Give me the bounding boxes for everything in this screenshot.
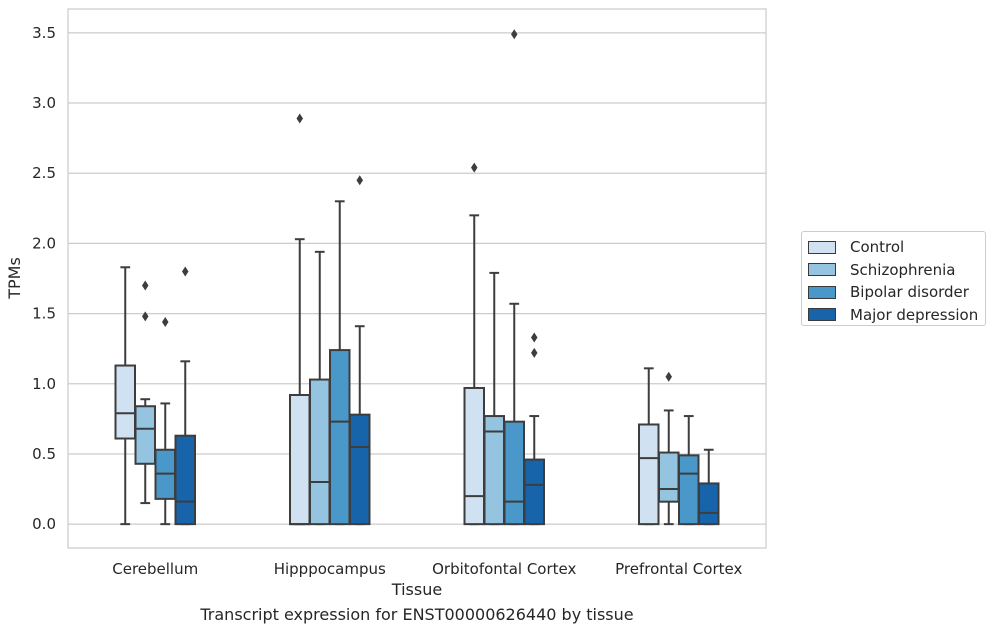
x-tick-labels: Cerebellum Hipppocampus Orbitofontal Corte… <box>112 560 742 578</box>
outlier-point <box>182 266 189 277</box>
box-control <box>114 266 136 526</box>
box-major-depression <box>349 175 371 526</box>
box-iqr <box>289 394 311 526</box>
outlier-point <box>296 113 303 124</box>
chart-caption: Transcript expression for ENST0000062644… <box>200 605 634 624</box>
outlier-point <box>142 280 149 291</box>
legend: Control Schizophrenia Bipolar disorder Majo… <box>801 231 986 326</box>
box-schizophrenia <box>658 371 680 526</box>
y-tick-labels: 0.0 0.5 1.0 1.5 2.0 2.5 3.0 3.5 <box>32 24 56 533</box>
box-bipolar-disorder <box>329 200 351 526</box>
box-groups <box>114 29 720 526</box>
box-iqr <box>134 405 156 465</box>
legend-item: Bipolar disorder <box>808 281 985 304</box>
box-iqr <box>638 423 660 526</box>
outlier-point <box>356 175 363 186</box>
box-iqr <box>698 482 720 526</box>
outlier-point <box>162 317 169 328</box>
box-iqr <box>114 364 136 440</box>
legend-swatch <box>808 285 836 299</box>
outlier-point <box>471 162 478 173</box>
box-iqr <box>678 454 700 526</box>
x-tick-label: Hipppocampus <box>274 560 386 578</box>
outlier-point <box>511 29 518 40</box>
box-iqr <box>503 420 525 526</box>
box-major-depression <box>698 448 720 526</box>
legend-label: Bipolar disorder <box>850 283 969 302</box>
y-tick-label: 0.0 <box>32 515 56 533</box>
y-tick-label: 2.0 <box>32 234 56 252</box>
y-tick-label: 2.5 <box>32 164 56 182</box>
x-tick-label: Orbitofontal Cortex <box>432 560 576 578</box>
box-schizophrenia <box>309 250 331 526</box>
box-iqr <box>349 413 371 526</box>
outlier-point <box>531 332 538 343</box>
outlier-point <box>531 347 538 358</box>
y-tick-label: 1.5 <box>32 305 56 323</box>
y-tick-label: 3.5 <box>32 24 56 42</box>
x-tick-label: Prefrontal Cortex <box>615 560 742 578</box>
legend-item: Schizophrenia <box>808 259 985 282</box>
box-bipolar-disorder <box>154 317 176 526</box>
box-schizophrenia <box>134 280 156 505</box>
box-schizophrenia <box>483 271 505 526</box>
x-axis-label: Tissue <box>391 580 442 599</box>
legend-label: Major depression <box>850 305 979 324</box>
legend-swatch <box>808 240 836 254</box>
legend-swatch <box>808 308 836 322</box>
outlier-point <box>665 371 672 382</box>
box-iqr <box>329 349 351 526</box>
box-iqr <box>309 378 331 526</box>
box-control <box>289 113 311 526</box>
outlier-point <box>142 311 149 322</box>
y-tick-label: 1.0 <box>32 375 56 393</box>
box-major-depression <box>174 266 196 526</box>
legend-item: Major depression <box>808 304 985 327</box>
box-control <box>463 162 485 526</box>
box-iqr <box>463 386 485 526</box>
legend-label: Schizophrenia <box>850 260 956 279</box>
x-tick-label: Cerebellum <box>112 560 198 578</box>
box-iqr <box>174 434 196 526</box>
legend-swatch <box>808 263 836 277</box>
legend-label: Control <box>850 238 905 257</box>
box-bipolar-disorder <box>678 415 700 526</box>
box-major-depression <box>523 332 545 526</box>
y-axis-label: TPMs <box>5 257 24 300</box>
y-tick-label: 3.0 <box>32 94 56 112</box>
y-tick-label: 0.5 <box>32 445 56 463</box>
box-iqr <box>658 451 680 503</box>
plot-area-frame <box>67 8 767 549</box>
box-iqr <box>523 458 545 526</box>
box-control <box>638 367 660 526</box>
legend-item: Control <box>808 236 985 259</box>
